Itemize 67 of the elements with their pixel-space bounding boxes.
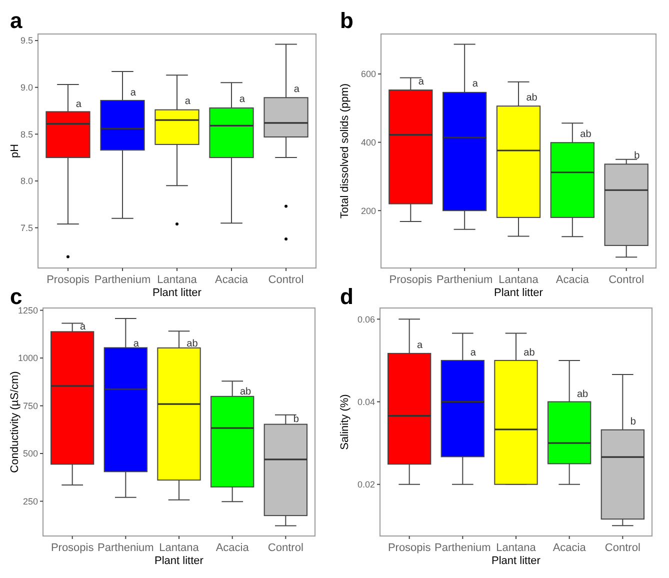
chart-title: b <box>340 8 354 33</box>
x-tick-label: Lantana <box>157 274 198 286</box>
y-tick-label: 200 <box>360 206 376 216</box>
y-tick-label: 7.5 <box>20 222 33 233</box>
x-axis-title: Plant litter <box>494 287 544 299</box>
x-axis-title: Plant litter <box>152 287 202 299</box>
x-tick-label: Prosopis <box>46 274 90 286</box>
y-tick-label: 9.5 <box>20 36 33 46</box>
y-axis-title: Conductivity (µS/cm) <box>9 371 21 473</box>
y-tick-label: 0.02 <box>357 480 375 490</box>
annotation: a <box>472 78 478 90</box>
x-tick-label: Parthenium <box>436 274 493 286</box>
annotation: a <box>76 98 82 110</box>
annotation: b <box>630 416 636 428</box>
annotation: a <box>294 84 300 95</box>
annotation: ab <box>526 92 538 104</box>
x-axis-title: Plant litter <box>492 555 541 567</box>
y-axis-title: Salinity (%) <box>339 394 351 450</box>
y-tick-label: 1000 <box>18 353 38 364</box>
y-tick-label: 250 <box>22 496 38 506</box>
y-tick-label: 750 <box>22 400 38 411</box>
annotation: a <box>130 88 136 99</box>
annotation: ab <box>240 386 252 398</box>
x-tick-label: Acacia <box>556 274 590 286</box>
annotation: a <box>184 96 191 107</box>
annotation: a <box>80 321 86 332</box>
x-tick-label: Lantana <box>159 542 200 554</box>
x-tick-label: Parthenium <box>98 542 154 554</box>
y-tick-label: 600 <box>360 69 376 80</box>
annotation: ab <box>524 347 536 358</box>
chart-title: d <box>340 284 354 309</box>
x-tick-label: Control <box>608 274 644 286</box>
annotation: a <box>418 76 424 88</box>
x-tick-label: Control <box>604 542 640 554</box>
y-tick-label: 400 <box>360 137 376 148</box>
y-tick-label: 9.0 <box>20 82 33 92</box>
x-tick-label: Acacia <box>552 542 587 554</box>
x-tick-label: Lantana <box>498 274 540 286</box>
annotation: ab <box>577 389 589 400</box>
annotation: a <box>417 340 424 351</box>
y-tick-label: 1250 <box>18 305 38 316</box>
x-tick-label: Acacia <box>214 274 249 286</box>
annotation: ab <box>186 338 198 350</box>
y-axis-title: Total dissolved solids (ppm) <box>339 83 351 219</box>
annotation: b <box>634 150 640 162</box>
x-tick-label: Control <box>268 274 304 286</box>
x-tick-label: Prosopis <box>50 542 94 554</box>
y-tick-label: 500 <box>22 448 38 459</box>
y-tick-label: 8.0 <box>20 176 33 186</box>
y-axis-title: pH <box>9 144 21 158</box>
x-tick-label: Lantana <box>496 542 537 554</box>
y-tick-label: 0.04 <box>357 396 375 407</box>
y-tick-label: 0.06 <box>357 314 375 324</box>
x-tick-label: Control <box>268 542 304 554</box>
annotation: b <box>293 414 300 425</box>
x-tick-label: Parthenium <box>94 274 151 286</box>
x-tick-label: Prosopis <box>388 542 432 554</box>
annotation: a <box>133 338 140 350</box>
x-tick-label: Prosopis <box>389 274 433 286</box>
chart-title: a <box>10 8 23 33</box>
x-tick-label: Acacia <box>216 542 250 554</box>
x-tick-label: Parthenium <box>434 542 491 554</box>
annotation: ab <box>580 129 592 140</box>
annotation: a <box>470 347 476 358</box>
y-tick-label: 8.5 <box>20 129 33 140</box>
annotation: a <box>239 94 246 106</box>
x-axis-title: Plant litter <box>154 555 204 567</box>
